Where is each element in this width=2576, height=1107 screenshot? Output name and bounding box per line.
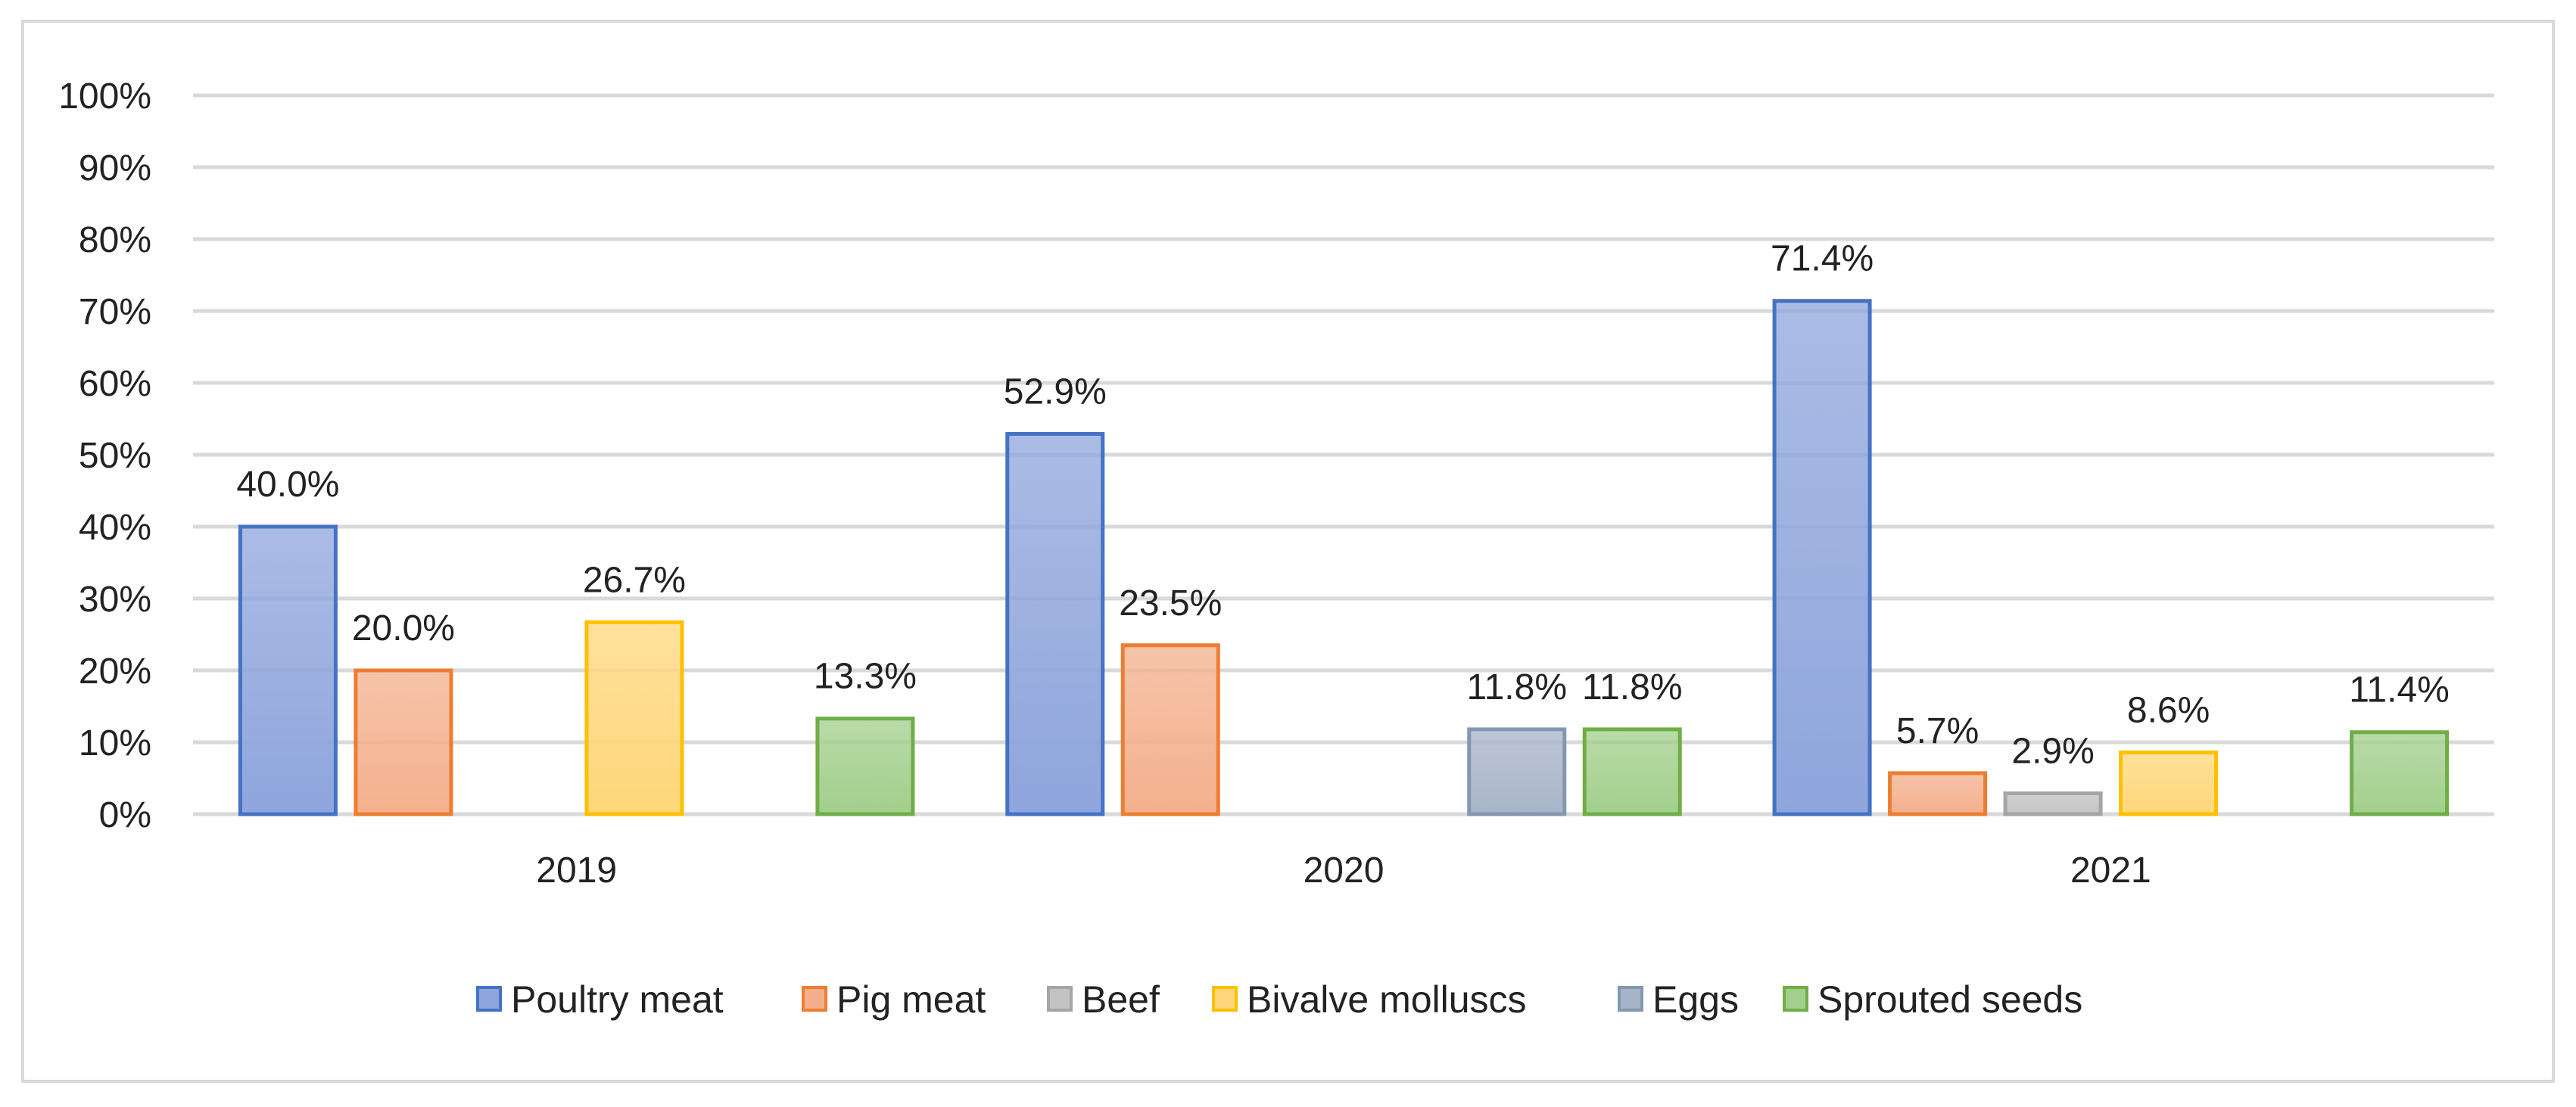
bar-sprouted-seeds-2021 [2350,730,2450,816]
bar-bivalve-molluscs-2021 [2119,750,2219,816]
data-label: 11.8% [1466,667,1567,707]
bar-beef-2021 [2003,791,2103,816]
bar-poultry-meat-2019 [238,524,338,816]
y-tick-label: 60% [79,364,151,404]
data-label: 5.7% [1896,711,1979,751]
gridlines [193,93,2494,816]
legend-label: Bivalve molluscs [1247,978,1527,1021]
x-axis-categories: 2019 2020 2021 [536,850,2151,891]
bar-pig-meat-2020 [1120,643,1220,816]
legend-swatch [1212,986,1238,1012]
data-label: 11.8% [1582,667,1683,707]
bar-sprouted-seeds-2019 [815,717,915,816]
data-label: 20.0% [352,608,455,648]
legend-swatch [1618,986,1643,1012]
data-label: 52.9% [1004,372,1107,412]
legend-swatch [802,986,827,1012]
data-label: 26.7% [583,560,686,600]
y-tick-label: 90% [79,148,151,188]
legend-label: Eggs [1652,978,1739,1021]
legend-label: Beef [1082,978,1160,1021]
y-tick-label: 100% [58,76,151,117]
bars [238,299,2450,816]
y-tick-label: 50% [79,436,151,476]
chart-frame [21,20,2555,1083]
data-label: 11.4% [2349,670,2450,711]
y-axis-ticks: 0% 10% 20% 30% 40% 50% 60% 70% 80% 90% 100% [58,76,151,835]
data-label: 8.6% [2127,690,2210,730]
bar-sprouted-seeds-2020 [1582,727,1682,816]
y-tick-label: 0% [99,795,151,835]
data-label: 2.9% [2011,731,2094,771]
data-label: 13.3% [814,657,917,697]
y-tick-label: 40% [79,508,151,548]
legend-swatch [1783,986,1808,1012]
bar-pig-meat-2021 [1888,771,1988,816]
y-tick-label: 80% [79,220,151,260]
bar-pig-meat-2019 [354,668,453,816]
bar-poultry-meat-2021 [1772,299,1872,816]
y-tick-label: 20% [79,651,151,692]
bar-bivalve-molluscs-2019 [584,620,684,816]
legend-swatch [476,986,502,1012]
x-category-label: 2019 [536,850,617,891]
data-labels: 40.0% 20.0% 26.7% 13.3% 52.9% 23.5% 11.8% 11.8%… [236,239,2449,772]
legend-label: Pig meat [836,978,986,1021]
legend: Poultry meat Pig meat Beef Bivalve molluscs… [476,978,2082,1021]
legend-swatch [1047,986,1073,1012]
y-tick-label: 30% [79,580,151,620]
x-category-label: 2021 [2070,850,2151,891]
y-tick-label: 70% [79,292,151,332]
data-label: 40.0% [236,465,339,505]
legend-label: Sprouted seeds [1818,978,2082,1021]
y-tick-label: 10% [79,723,151,763]
legend-label: Poultry meat [511,978,724,1021]
bar-eggs-2020 [1467,727,1567,816]
x-category-label: 2020 [1304,850,1385,891]
data-label: 23.5% [1119,583,1222,623]
bar-poultry-meat-2020 [1005,431,1105,816]
data-label: 71.4% [1771,239,1874,279]
